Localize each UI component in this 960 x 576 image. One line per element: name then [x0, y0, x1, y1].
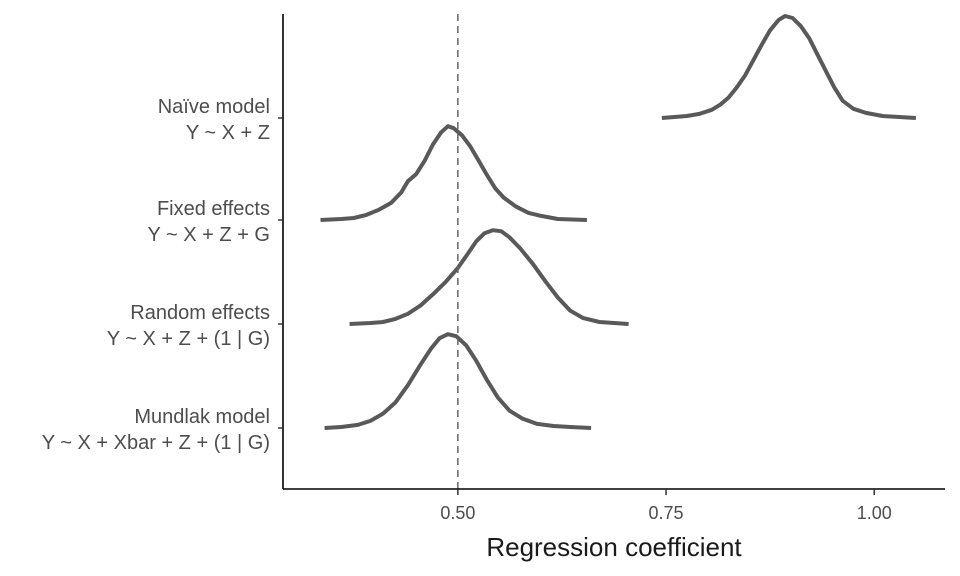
density-curve-2 [320, 124, 587, 222]
y-label-formula: Y ~ X + Xbar + Z + (1 | G) [42, 432, 270, 454]
y-axis-labels: Naïve model Y ~ X + Z Fixed effects Y ~ X +… [42, 96, 270, 454]
axes [278, 14, 945, 495]
density-curve-4 [324, 332, 592, 430]
x-axis-ticks: 0.50 0.75 1.00 [440, 503, 891, 523]
x-tick-label: 0.75 [649, 503, 684, 523]
x-tick-label: 1.00 [857, 503, 892, 523]
x-tick-label: 0.50 [440, 503, 475, 523]
y-label-formula: Y ~ X + Z + (1 | G) [107, 328, 270, 350]
plot-area [320, 14, 917, 489]
y-label-model-name: Naïve model [158, 96, 270, 118]
y-label-model-name: Random effects [130, 302, 270, 324]
y-label-formula: Y ~ X + Z + G [148, 224, 270, 246]
x-axis-title: Regression coefficient [486, 532, 742, 562]
y-label-model-name: Fixed effects [157, 198, 270, 220]
density-curve-1 [661, 14, 917, 120]
density-curve-3 [349, 228, 629, 326]
y-label-formula: Y ~ X + Z [186, 122, 270, 144]
y-label-model-name: Mundlak model [134, 406, 270, 428]
